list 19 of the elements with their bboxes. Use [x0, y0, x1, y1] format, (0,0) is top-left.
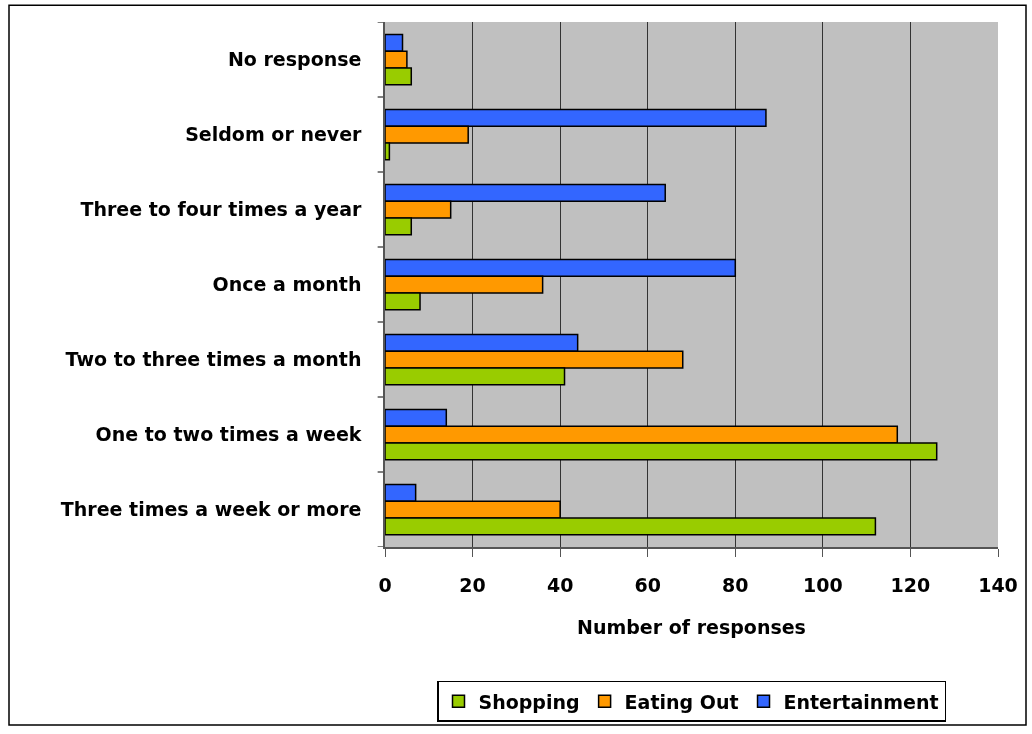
- x-tick-label: 120: [890, 573, 931, 596]
- y-tick-label: Three to four times a year: [80, 198, 363, 221]
- y-tick-label: Seldom or never: [185, 123, 363, 146]
- y-tick-label: Once a month: [212, 273, 362, 296]
- x-tick-label: 80: [722, 573, 749, 596]
- x-axis-title: Number of responses: [577, 615, 806, 638]
- y-tick-label: Three times a week or more: [60, 498, 362, 521]
- x-tick-label: 0: [378, 573, 392, 596]
- legend-label: Entertainment: [783, 690, 939, 713]
- y-tick-label: Two to three times a month: [65, 348, 362, 371]
- y-tick-label: No response: [227, 48, 362, 71]
- legend-label: Eating Out: [624, 690, 739, 713]
- x-tick-label: 100: [803, 573, 843, 596]
- legend-label: Shopping: [478, 690, 580, 713]
- x-tick-label: 40: [546, 573, 574, 596]
- y-tick-label: One to two times a week: [95, 423, 362, 446]
- x-tick-label: 20: [459, 573, 486, 596]
- x-tick-label: 60: [634, 573, 661, 596]
- x-tick-label: 140: [978, 573, 1018, 596]
